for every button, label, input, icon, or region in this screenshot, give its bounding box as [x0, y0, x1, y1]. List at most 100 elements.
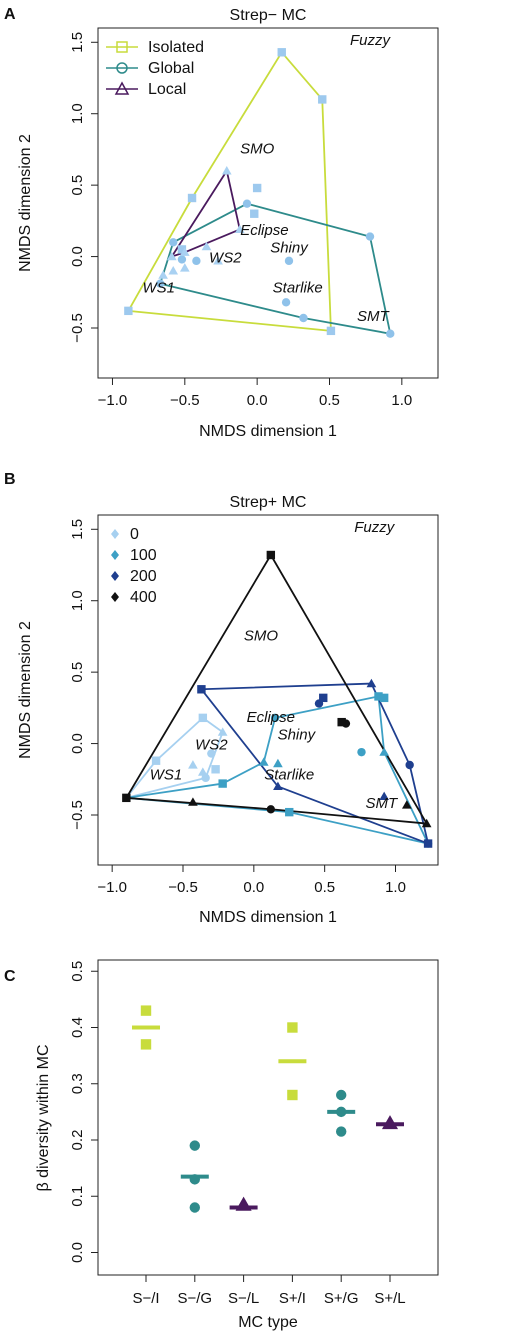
y-tick-label: 0.0 [69, 733, 86, 754]
legend-global-symbol [116, 62, 128, 74]
series-400-point [421, 818, 432, 828]
group-value-point [189, 1174, 200, 1185]
panel-a-ylabel: NMDS dimension 2 [17, 134, 34, 272]
morphotype-label: Fuzzy [354, 519, 396, 536]
y-tick-label: 0.4 [69, 1017, 86, 1038]
panel-c: C S−/I S−/G S−/L S+/I S+/G S+/L 0.0 0.1 0.2 0.3 0… [4, 959, 439, 1331]
legend-200-label: 200 [130, 568, 157, 585]
panel-b-title: Strep+ MC [230, 494, 307, 511]
series-200-point [405, 760, 414, 770]
y-tick-label: 1.5 [69, 519, 86, 540]
group-value-point [189, 1202, 200, 1213]
series-200-point [319, 693, 328, 703]
series-local-point [221, 166, 232, 175]
legend-local-label: Local [148, 81, 186, 98]
legend-400-label: 400 [130, 589, 157, 606]
y-tick-label: 0.1 [69, 1186, 86, 1207]
morphotype-label: WS2 [209, 249, 242, 266]
panel-a-xlabel: NMDS dimension 1 [199, 423, 337, 440]
series-400-point [122, 793, 131, 803]
x-tick-label: 1.0 [385, 879, 406, 896]
series-400-point [402, 800, 412, 809]
series-400-point [266, 805, 276, 814]
series-400-point [188, 797, 198, 806]
series-400-point [266, 550, 276, 560]
x-tick-label: −1.0 [98, 392, 128, 409]
series-local-point [234, 224, 245, 234]
panel-c-label: C [4, 968, 16, 985]
series-0-point [198, 713, 208, 723]
series-isolated-point [252, 183, 262, 193]
x-tick-label: S+/L [374, 1290, 405, 1307]
series-local-point [166, 251, 177, 261]
morphotype-label: WS2 [195, 736, 228, 753]
y-tick-label: 0.3 [69, 1073, 86, 1094]
x-tick-label: S+/G [324, 1290, 359, 1307]
panel-b-label: B [4, 471, 16, 488]
panel-b-legend: 0 100 200 400 [111, 526, 157, 606]
series-global-point [299, 313, 308, 323]
panel-a-legend: Isolated Global Local [106, 39, 204, 98]
morphotype-label: Fuzzy [350, 32, 392, 49]
series-100-point [374, 692, 383, 701]
series-local-point [213, 256, 223, 265]
y-tick-label: 0.2 [69, 1130, 86, 1151]
series-200-point [366, 678, 377, 688]
group-value-point [287, 1022, 298, 1033]
group-value-point [381, 1115, 399, 1130]
group-value-point [336, 1106, 347, 1118]
series-global-point [365, 232, 375, 241]
group-value-point [140, 1039, 152, 1050]
series-200-point [197, 685, 206, 694]
morphotype-label: SMO [244, 628, 279, 645]
y-tick-label: 1.0 [69, 590, 86, 611]
panel-c-xlabel: MC type [238, 1314, 298, 1331]
x-tick-label: S+/I [279, 1290, 306, 1307]
series-100-point [285, 807, 294, 817]
series-200-point [273, 781, 283, 791]
morphotype-label: WS1 [143, 279, 176, 296]
group-value-point [140, 1005, 152, 1016]
series-local-point [158, 270, 168, 279]
legend-200-symbol [111, 571, 119, 581]
panel-c-ylabel: β diversity within MC [35, 1044, 52, 1191]
group-value-point [189, 1140, 200, 1151]
y-tick-label: 0.0 [69, 1242, 86, 1263]
y-tick-label: 1.5 [69, 32, 86, 53]
series-100-point [379, 693, 389, 703]
x-tick-label: S−/G [177, 1290, 212, 1307]
series-isolated-point [124, 306, 133, 316]
morphotype-label: Eclipse [247, 709, 295, 726]
legend-isolated-label: Isolated [148, 39, 204, 56]
legend-isolated-symbol [116, 41, 128, 53]
series-local-point [168, 266, 179, 275]
legend-100-label: 100 [130, 547, 157, 564]
x-tick-label: 0.0 [243, 879, 264, 896]
morphotype-label: Starlike [273, 279, 323, 296]
series-400-point [337, 717, 346, 727]
y-tick-label: 0.5 [69, 961, 86, 982]
series-100-point [258, 757, 269, 766]
series-local-point [179, 247, 190, 256]
series-isolated-point [177, 245, 187, 254]
x-tick-label: −0.5 [168, 879, 198, 896]
series-isolated-point [326, 326, 336, 336]
y-tick-label: 1.0 [69, 103, 86, 124]
legend-100-symbol [111, 550, 119, 560]
series-local-point [179, 263, 190, 272]
morphotype-label: Eclipse [240, 222, 288, 239]
morphotype-label: SMT [365, 795, 399, 812]
series-isolated-point [277, 48, 286, 57]
series-global-point [156, 279, 165, 288]
x-tick-label: S−/L [228, 1290, 259, 1307]
x-tick-label: −0.5 [170, 392, 200, 409]
series-local-point [201, 241, 212, 251]
legend-400-symbol [111, 592, 119, 602]
legend-local-symbol [114, 81, 130, 95]
panel-b-xlabel: NMDS dimension 1 [199, 909, 337, 926]
y-tick-label: 0.5 [69, 175, 86, 196]
series-global-point [284, 256, 294, 266]
x-tick-label: 0.0 [247, 392, 268, 409]
